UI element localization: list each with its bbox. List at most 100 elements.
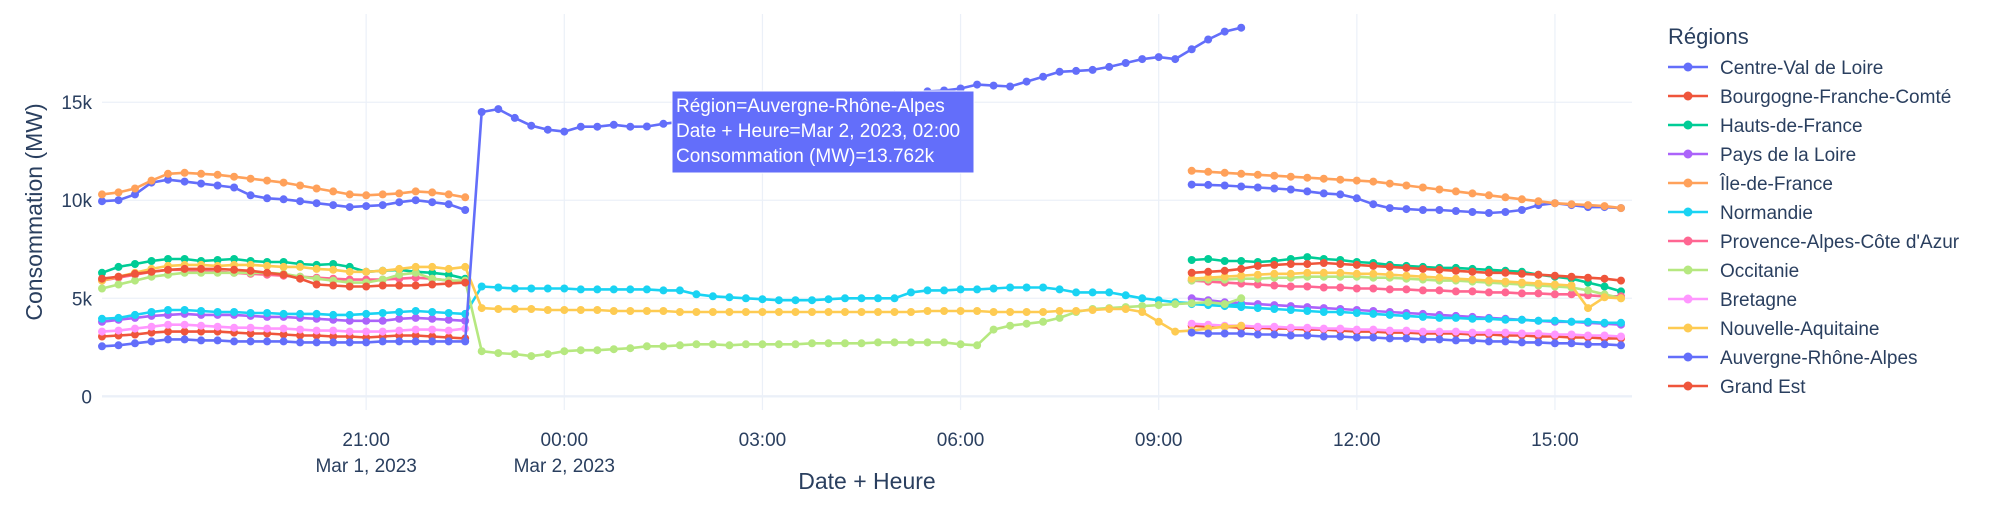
data-point[interactable] xyxy=(279,178,288,187)
data-point[interactable] xyxy=(1517,289,1526,298)
data-point[interactable] xyxy=(246,329,255,338)
data-point[interactable] xyxy=(527,121,536,130)
data-point[interactable] xyxy=(956,285,965,294)
data-point[interactable] xyxy=(1286,323,1295,332)
data-point[interactable] xyxy=(1418,286,1427,295)
data-point[interactable] xyxy=(213,336,222,345)
data-point[interactable] xyxy=(1369,269,1378,278)
data-point[interactable] xyxy=(1600,282,1609,291)
data-point[interactable] xyxy=(362,309,371,318)
data-point[interactable] xyxy=(180,177,189,186)
legend-item-grand-est[interactable]: Grand Est xyxy=(1668,377,1806,398)
data-point[interactable] xyxy=(1187,166,1196,175)
data-point[interactable] xyxy=(312,326,321,335)
data-point[interactable] xyxy=(1550,199,1559,208)
data-point[interactable] xyxy=(543,284,552,293)
data-point[interactable] xyxy=(279,324,288,333)
data-point[interactable] xyxy=(1451,287,1460,296)
data-point[interactable] xyxy=(1451,327,1460,336)
data-point[interactable] xyxy=(1121,305,1130,313)
data-point[interactable] xyxy=(1468,275,1477,284)
data-point[interactable] xyxy=(510,305,519,313)
data-point[interactable] xyxy=(1418,183,1427,192)
data-point[interactable] xyxy=(1253,280,1262,289)
data-point[interactable] xyxy=(1319,332,1328,341)
data-point[interactable] xyxy=(824,308,833,316)
data-point[interactable] xyxy=(213,308,222,316)
data-point[interactable] xyxy=(609,120,618,129)
legend-item-nouvelle-aquitaine[interactable]: Nouvelle-Aquitaine xyxy=(1668,319,1880,340)
data-point[interactable] xyxy=(461,337,470,346)
data-point[interactable] xyxy=(1600,293,1609,302)
data-point[interactable] xyxy=(147,257,156,265)
data-point[interactable] xyxy=(1336,283,1345,292)
data-point[interactable] xyxy=(329,326,338,335)
data-point[interactable] xyxy=(989,325,998,334)
data-point[interactable] xyxy=(1501,288,1510,297)
data-point[interactable] xyxy=(1138,294,1147,303)
data-point[interactable] xyxy=(1154,317,1163,326)
data-point[interactable] xyxy=(98,190,106,199)
data-point[interactable] xyxy=(362,338,371,347)
data-point[interactable] xyxy=(230,172,239,181)
data-point[interactable] xyxy=(1336,190,1345,199)
data-point[interactable] xyxy=(1484,288,1493,297)
data-point[interactable] xyxy=(940,307,949,315)
data-point[interactable] xyxy=(1617,341,1625,350)
data-point[interactable] xyxy=(1220,257,1229,265)
data-point[interactable] xyxy=(1369,261,1378,270)
data-point[interactable] xyxy=(1484,276,1493,285)
data-point[interactable] xyxy=(230,308,239,316)
legend-item-hauts-de-france[interactable]: Hauts-de-France xyxy=(1668,116,1863,137)
data-point[interactable] xyxy=(626,285,635,294)
data-point[interactable] xyxy=(1451,336,1460,345)
data-point[interactable] xyxy=(1451,266,1460,275)
data-point[interactable] xyxy=(841,308,849,316)
data-point[interactable] xyxy=(131,184,139,193)
data-point[interactable] xyxy=(1105,288,1114,297)
data-point[interactable] xyxy=(1286,331,1295,340)
data-point[interactable] xyxy=(477,282,486,291)
legend-item-ile-de-france[interactable]: Île-de-France xyxy=(1668,173,1833,195)
data-point[interactable] xyxy=(1352,269,1361,278)
data-point[interactable] xyxy=(279,309,288,318)
data-point[interactable] xyxy=(1584,304,1592,313)
data-point[interactable] xyxy=(1204,298,1213,307)
data-point[interactable] xyxy=(362,202,371,211)
data-point[interactable] xyxy=(1385,204,1394,213)
data-point[interactable] xyxy=(659,119,668,128)
data-point[interactable] xyxy=(1484,191,1493,200)
data-point[interactable] xyxy=(411,262,420,271)
data-point[interactable] xyxy=(1534,279,1543,288)
data-point[interactable] xyxy=(164,265,172,274)
data-point[interactable] xyxy=(1402,271,1411,280)
data-point[interactable] xyxy=(1352,333,1361,342)
data-point[interactable] xyxy=(1534,289,1543,298)
data-point[interactable] xyxy=(1501,193,1510,202)
data-point[interactable] xyxy=(874,338,882,347)
data-point[interactable] xyxy=(1435,286,1444,295)
data-point[interactable] xyxy=(1055,307,1064,315)
data-point[interactable] xyxy=(180,255,189,263)
data-point[interactable] xyxy=(1319,324,1328,333)
data-point[interactable] xyxy=(411,337,420,346)
data-point[interactable] xyxy=(923,307,932,315)
data-point[interactable] xyxy=(1567,281,1576,290)
data-point[interactable] xyxy=(675,308,684,316)
data-point[interactable] xyxy=(411,307,420,315)
data-point[interactable] xyxy=(1220,322,1229,331)
data-point[interactable] xyxy=(246,323,255,332)
data-point[interactable] xyxy=(1336,260,1345,268)
data-point[interactable] xyxy=(1286,185,1295,194)
data-point[interactable] xyxy=(808,339,816,348)
data-point[interactable] xyxy=(1154,53,1163,62)
data-point[interactable] xyxy=(114,280,123,289)
data-point[interactable] xyxy=(1418,312,1427,321)
data-point[interactable] xyxy=(180,320,189,329)
data-point[interactable] xyxy=(890,308,899,316)
data-point[interactable] xyxy=(395,270,404,279)
data-point[interactable] xyxy=(1567,290,1576,299)
data-point[interactable] xyxy=(444,315,453,324)
data-point[interactable] xyxy=(543,125,552,134)
data-point[interactable] xyxy=(1006,82,1015,91)
